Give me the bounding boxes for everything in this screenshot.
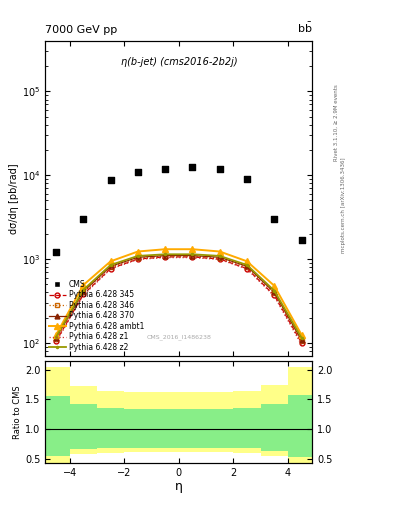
Point: [271, 215, 277, 223]
Text: CMS_2016_I1486238: CMS_2016_I1486238: [146, 334, 211, 340]
Y-axis label: dσ/dη [pb/rad]: dσ/dη [pb/rad]: [9, 163, 19, 233]
Point: [189, 163, 196, 171]
Text: η(b-jet) (cms2016-2b2j): η(b-jet) (cms2016-2b2j): [121, 57, 237, 67]
Text: b$\bar{\mathrm{b}}$: b$\bar{\mathrm{b}}$: [297, 20, 312, 35]
Point: [162, 164, 168, 173]
Text: mcplots.cern.ch [arXiv:1306.3436]: mcplots.cern.ch [arXiv:1306.3436]: [342, 157, 346, 252]
Text: Rivet 3.1.10, ≥ 2.9M events: Rivet 3.1.10, ≥ 2.9M events: [334, 84, 338, 161]
Point: [108, 176, 114, 184]
Point: [80, 215, 86, 223]
Point: [135, 167, 141, 176]
Text: 7000 GeV pp: 7000 GeV pp: [45, 25, 118, 35]
Point: [217, 164, 223, 173]
Point: [298, 236, 305, 244]
Y-axis label: Ratio to CMS: Ratio to CMS: [13, 386, 22, 439]
X-axis label: η: η: [175, 480, 183, 493]
Legend: CMS, Pythia 6.428 345, Pythia 6.428 346, Pythia 6.428 370, Pythia 6.428 ambt1, P: CMS, Pythia 6.428 345, Pythia 6.428 346,…: [49, 280, 144, 352]
Point: [244, 175, 250, 183]
Point: [53, 248, 59, 257]
